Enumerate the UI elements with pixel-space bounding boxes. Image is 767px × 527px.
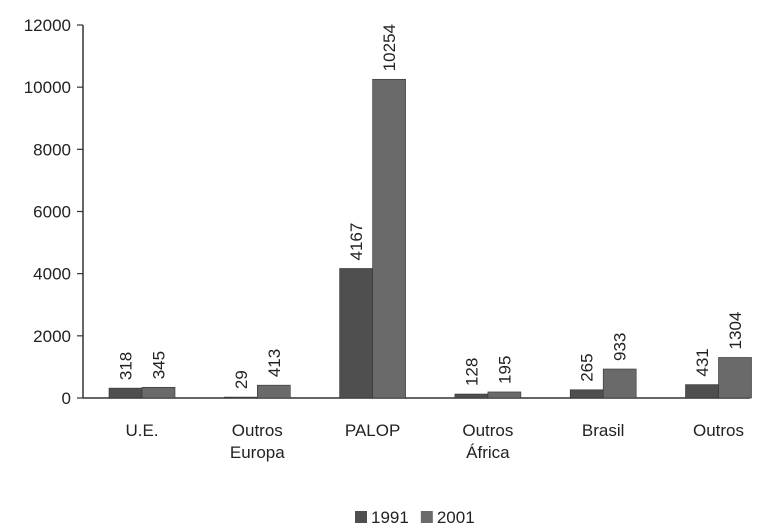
bar — [108, 387, 143, 399]
bar — [454, 393, 489, 399]
value-label: 1304 — [726, 312, 745, 350]
legend-label: 1991 — [371, 508, 409, 527]
x-tick-label: Outros África — [462, 421, 514, 462]
legend-label: 2001 — [437, 508, 475, 527]
bar — [372, 78, 406, 399]
bar — [339, 268, 373, 399]
x-tick-label: Outros Europa — [229, 421, 285, 462]
value-label: 195 — [495, 356, 514, 384]
bar — [685, 384, 719, 399]
x-tick-label: U.E. — [125, 421, 159, 440]
value-label: 345 — [150, 351, 169, 379]
y-tick-label: 12000 — [24, 16, 71, 35]
value-label: 10254 — [380, 24, 399, 71]
value-label: 933 — [611, 333, 630, 361]
bar — [224, 396, 258, 399]
bar — [602, 368, 637, 399]
value-label: 318 — [117, 352, 136, 380]
value-label: 29 — [232, 370, 251, 389]
bar — [141, 386, 176, 399]
bar — [487, 391, 522, 399]
y-tick-label: 8000 — [33, 140, 71, 159]
x-tick-label: Brasil — [581, 421, 625, 440]
y-tick-label: 6000 — [33, 203, 71, 222]
legend-swatch — [420, 511, 433, 523]
value-label: 128 — [462, 358, 481, 386]
y-tick-label: 0 — [62, 389, 71, 408]
bar — [718, 357, 752, 399]
bar — [569, 389, 604, 399]
legend-swatch — [355, 511, 367, 523]
y-tick-label: 10000 — [24, 78, 71, 97]
bar — [256, 384, 291, 399]
value-label: 4167 — [347, 223, 366, 261]
x-tick-label: Outros — [692, 421, 745, 440]
y-tick-label: 4000 — [33, 265, 71, 284]
value-label: 413 — [265, 349, 284, 377]
x-tick-label: PALOP — [344, 421, 401, 440]
value-label: 431 — [693, 348, 712, 376]
y-tick-label: 2000 — [33, 327, 71, 346]
value-label: 265 — [578, 353, 597, 381]
